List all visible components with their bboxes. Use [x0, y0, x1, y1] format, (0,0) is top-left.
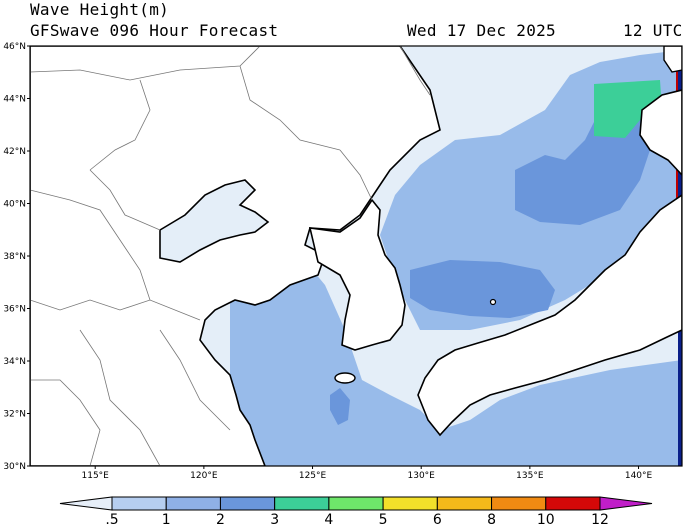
colorbar-label: 10 — [537, 512, 555, 525]
lat-tick-label: 36°N — [3, 305, 26, 315]
lon-tick-label: 140°E — [625, 471, 653, 481]
lon-tick-label: 120°E — [190, 471, 218, 481]
colorbar-label: 5 — [379, 512, 388, 525]
jeju-island — [334, 372, 356, 384]
lat-tick-label: 30°N — [3, 462, 26, 472]
colorbar-label: 3 — [270, 512, 279, 525]
lat-tick-label: 32°N — [3, 410, 26, 420]
land-korea — [308, 198, 406, 351]
lon-tick-label: 130°E — [408, 471, 436, 481]
colorbar-label: 4 — [324, 512, 333, 525]
model-forecast-title: GFSwave 096 Hour Forecast — [30, 21, 279, 40]
colorbar: .5 1 2 3 4 5 6 8 10 12 — [59, 496, 653, 525]
lat-tick-label: 40°N — [3, 200, 26, 210]
lat-tick-label: 46°N — [3, 42, 26, 52]
colorbar-label: .5 — [105, 512, 118, 525]
wave-band-2-3m-japansea — [410, 260, 555, 318]
colorbar-segment — [436, 496, 493, 511]
lat-tick-label: 34°N — [3, 357, 26, 367]
colorbar-segment — [328, 496, 384, 511]
colorbar-segment — [491, 496, 547, 511]
forecast-time: 12 UTC — [623, 21, 683, 40]
colorbar-label: 1 — [162, 512, 171, 525]
wave-band-3-4m — [594, 80, 662, 138]
colorbar-segment — [219, 496, 276, 511]
colorbar-label: 6 — [433, 512, 442, 525]
variable-title: Wave Height(m) — [30, 0, 170, 19]
colorbar-under-triangle — [59, 496, 113, 511]
latitude-ticks: 30°N 32°N 34°N 36°N 38°N 40°N 42°N 44°N 46°N — [3, 42, 30, 472]
colorbar-segment — [274, 496, 330, 511]
land-mainland — [30, 46, 441, 466]
admin-boundaries — [30, 46, 431, 466]
lat-tick-label: 38°N — [3, 252, 26, 262]
wave-band-2-3m-patch — [330, 388, 350, 425]
lat-tick-label: 44°N — [3, 95, 26, 105]
colorbar-segment — [165, 496, 221, 511]
ulleung-island — [489, 298, 497, 306]
lon-tick-label: 135°E — [516, 471, 544, 481]
land-japan — [417, 194, 682, 437]
lon-tick-label: 115°E — [82, 471, 110, 481]
colorbar-segment — [111, 496, 167, 511]
bohai-sea — [159, 179, 270, 263]
colorbar-label: 12 — [591, 512, 609, 525]
colorbar-label: 8 — [487, 512, 496, 525]
colorbar-over-triangle — [599, 496, 653, 511]
colorbar-segment — [545, 496, 601, 511]
colorbar-label: 2 — [216, 512, 225, 525]
lon-tick-label: 125°E — [299, 471, 327, 481]
land-hokkaido — [639, 89, 682, 177]
lat-tick-label: 42°N — [3, 147, 26, 157]
longitude-ticks: 115°E 120°E 125°E 130°E 135°E 140°E — [82, 466, 653, 481]
land-sakhalin — [663, 46, 682, 73]
forecast-date: Wed 17 Dec 2025 — [407, 21, 556, 40]
colorbar-segment — [382, 496, 438, 511]
